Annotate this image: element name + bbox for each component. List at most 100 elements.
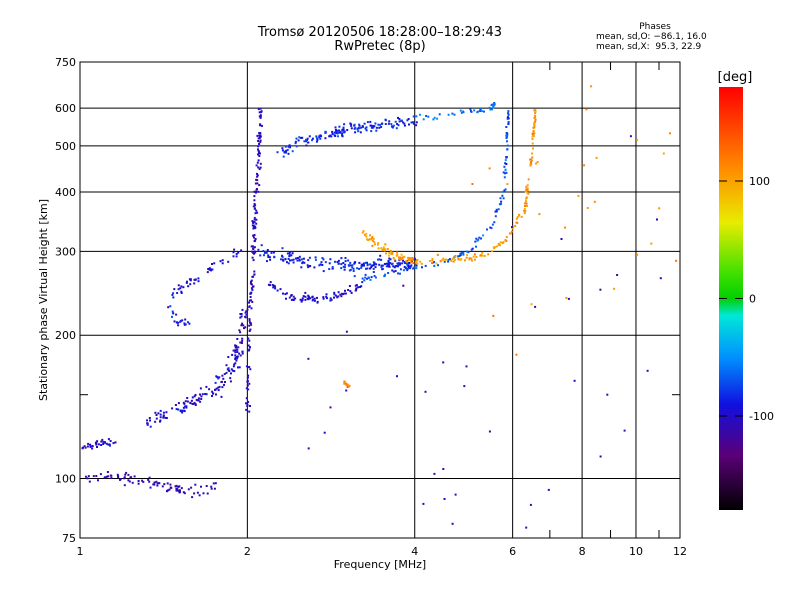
data-point: [396, 262, 399, 265]
data-point: [239, 316, 242, 319]
data-point: [515, 353, 518, 356]
data-point: [402, 284, 405, 287]
data-point: [360, 126, 363, 129]
data-point: [532, 147, 534, 150]
data-point: [250, 283, 253, 286]
data-point: [533, 121, 536, 123]
data-point: [361, 281, 364, 284]
data-point: [371, 244, 374, 247]
data-point: [272, 286, 275, 289]
data-point: [96, 440, 99, 443]
data-point: [256, 134, 259, 137]
data-point: [415, 121, 418, 124]
data-point: [339, 293, 342, 296]
data-point: [180, 290, 183, 293]
data-point: [524, 190, 527, 193]
data-point: [462, 253, 465, 256]
data-point: [184, 405, 187, 408]
data-point: [384, 243, 387, 246]
data-point: [295, 257, 297, 260]
data-point: [292, 295, 295, 298]
data-point: [165, 411, 168, 414]
data-point: [247, 374, 250, 377]
data-point: [259, 114, 262, 117]
data-point: [162, 416, 165, 419]
data-point: [481, 254, 484, 257]
data-point: [149, 425, 152, 428]
data-point: [415, 115, 418, 118]
data-point: [472, 255, 475, 258]
data-point: [400, 258, 403, 261]
data-point: [347, 264, 350, 267]
data-point: [329, 134, 332, 137]
data-point: [380, 258, 383, 261]
data-point: [215, 387, 218, 390]
data-point: [514, 224, 517, 227]
data-point: [479, 110, 482, 112]
data-point: [505, 163, 508, 165]
data-point: [590, 85, 593, 88]
data-point: [171, 310, 174, 313]
data-point: [465, 256, 468, 259]
data-point: [396, 251, 399, 254]
data-point: [355, 289, 357, 292]
data-point: [177, 321, 180, 324]
data-point: [369, 278, 372, 281]
data-point: [298, 259, 301, 262]
data-point: [366, 277, 369, 280]
data-point: [237, 346, 240, 349]
data-point: [252, 226, 255, 229]
data-point: [84, 446, 87, 449]
data-point: [298, 258, 301, 261]
data-point: [397, 116, 399, 119]
data-point: [421, 266, 423, 269]
data-point: [177, 408, 180, 411]
data-point: [506, 117, 509, 120]
data-point: [357, 127, 360, 129]
data-point: [169, 305, 172, 308]
data-point: [337, 259, 340, 262]
data-point: [350, 291, 353, 294]
data-point: [270, 251, 273, 254]
data-point: [248, 301, 250, 304]
data-point: [565, 296, 568, 299]
data-point: [254, 225, 257, 228]
data-point: [373, 263, 376, 266]
data-point: [92, 475, 95, 478]
data-point: [480, 237, 482, 240]
data-point: [184, 318, 187, 321]
data-point: [378, 258, 381, 261]
data-point: [468, 257, 471, 260]
data-point: [295, 145, 298, 148]
data-point: [89, 443, 92, 446]
data-point: [344, 289, 346, 292]
data-point: [311, 137, 314, 140]
data-point: [442, 361, 445, 364]
data-point: [407, 258, 410, 261]
data-point: [531, 152, 533, 155]
data-point: [533, 116, 536, 119]
data-point: [322, 297, 325, 300]
data-point: [354, 131, 357, 134]
data-point: [248, 382, 251, 385]
data-point: [244, 311, 247, 314]
data-point: [281, 258, 284, 261]
data-point: [190, 486, 193, 489]
data-point: [250, 299, 253, 302]
data-point: [307, 297, 310, 300]
data-point: [254, 238, 257, 240]
data-point: [250, 307, 253, 310]
data-point: [389, 262, 392, 265]
data-point: [211, 390, 214, 393]
data-point: [84, 475, 87, 478]
data-point: [231, 353, 234, 356]
data-point: [266, 249, 269, 251]
data-point: [340, 263, 343, 266]
data-point: [370, 276, 373, 279]
data-point: [525, 188, 528, 191]
data-point: [432, 118, 435, 121]
data-point: [187, 488, 190, 491]
data-point: [180, 292, 183, 294]
data-point: [211, 263, 213, 265]
